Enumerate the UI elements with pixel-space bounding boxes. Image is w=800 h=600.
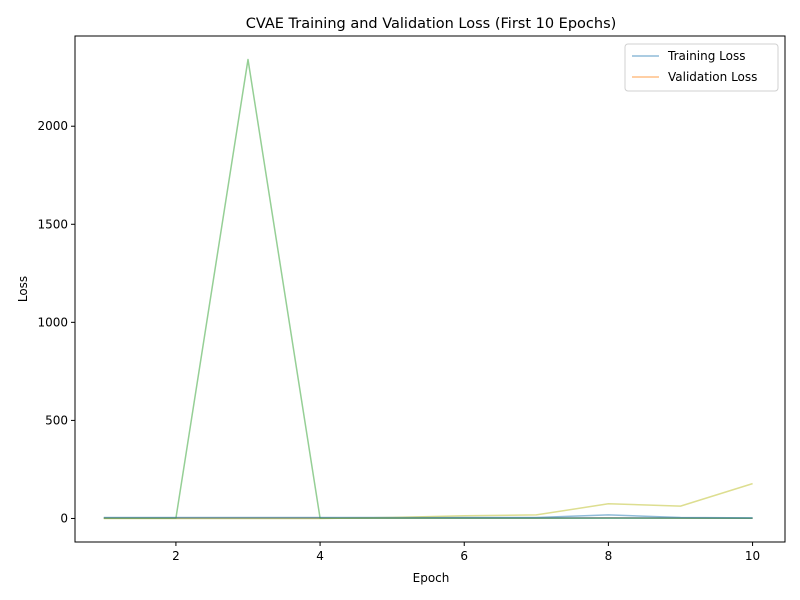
series-line-3 (103, 58, 753, 520)
y-tick-label: 500 (45, 413, 68, 427)
x-tick-label: 10 (745, 549, 760, 563)
legend-label: Training Loss (667, 49, 745, 63)
x-axis-label: Epoch (413, 571, 450, 585)
y-tick-label: 2000 (37, 119, 68, 133)
y-axis: 0 500 1000 1500 2000 (37, 119, 75, 525)
x-tick-label: 4 (316, 549, 324, 563)
x-axis: 2 4 6 8 10 (172, 542, 760, 563)
x-tick-label: 2 (172, 549, 180, 563)
y-axis-label: Loss (16, 276, 30, 302)
x-tick-label: 8 (605, 549, 613, 563)
y-tick-label: 1500 (37, 217, 68, 231)
series-line-4 (103, 482, 753, 520)
x-tick-label: 6 (460, 549, 468, 563)
legend-box (624, 43, 779, 92)
chart-title: CVAE Training and Validation Loss (First… (246, 16, 617, 32)
plot-frame (74, 35, 786, 543)
legend: Training Loss Validation Loss (624, 43, 779, 92)
plot-lines (103, 58, 753, 520)
legend-label: Validation Loss (668, 70, 757, 84)
y-tick-label: 1000 (37, 315, 68, 329)
y-tick-label: 0 (60, 511, 68, 525)
